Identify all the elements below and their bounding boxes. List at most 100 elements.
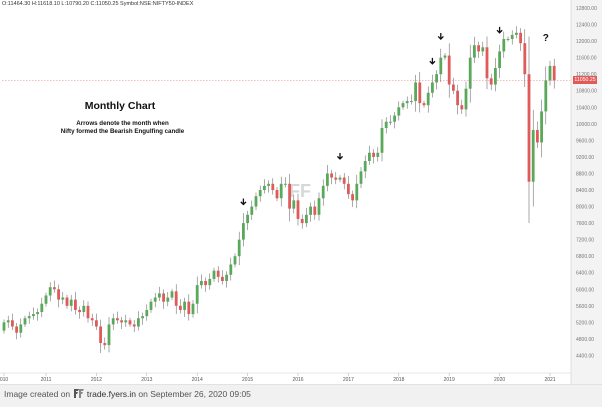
candle-body <box>363 161 367 172</box>
candle-body <box>376 152 380 157</box>
candle-body <box>179 305 182 310</box>
candle-body <box>447 55 451 85</box>
candle-body <box>506 39 510 41</box>
candle-body <box>485 47 489 79</box>
fyers-logo-icon <box>73 389 84 398</box>
candle-body <box>170 291 174 298</box>
candle-body <box>321 185 325 199</box>
candle-body <box>397 107 401 116</box>
candle-body <box>229 264 233 275</box>
candle-body <box>317 198 321 215</box>
candle-body <box>2 322 6 331</box>
candle-body <box>426 92 430 106</box>
annotation-note-line2: Nifty formed the Bearish Engulfing candl… <box>60 127 185 135</box>
candle-body <box>15 326 18 333</box>
candle-body <box>300 218 304 224</box>
footer-brand[interactable]: trade.fyers.in <box>86 389 137 399</box>
candle-body <box>258 190 262 197</box>
annotation-note: Arrows denote the month when Nifty forme… <box>40 120 205 136</box>
y-tick-label: 12800.00 <box>576 6 597 12</box>
candle-body <box>162 293 165 302</box>
candle-body <box>527 74 531 182</box>
candle-body <box>242 223 245 240</box>
candle-body <box>405 101 409 104</box>
y-tick-label: 8800.00 <box>576 171 594 177</box>
candle-body <box>418 82 422 104</box>
candle-body <box>548 65 552 81</box>
candle-body <box>460 105 464 110</box>
candle-body <box>216 270 220 277</box>
bearish-engulfing-arrow-icon <box>437 33 444 40</box>
candle-body <box>359 171 363 184</box>
candle-body <box>225 274 228 281</box>
x-tick-label: 2017 <box>343 377 354 383</box>
candle-body <box>422 103 426 106</box>
candle-body <box>384 121 388 128</box>
y-tick-label: 6400.00 <box>576 271 594 277</box>
y-tick-label: 12400.00 <box>576 23 597 29</box>
y-tick-label: 11600.00 <box>576 56 597 62</box>
candle-body <box>452 84 455 91</box>
candle-body <box>389 121 392 123</box>
y-tick-label: 6000.00 <box>576 287 594 293</box>
candle-body <box>410 101 413 103</box>
candle-body <box>141 316 144 319</box>
annotation-title: Monthly Chart <box>84 100 156 112</box>
candle-body <box>347 183 350 195</box>
candle-body <box>78 309 81 313</box>
candle-body <box>279 183 283 199</box>
candle-body <box>464 88 468 110</box>
candle-body <box>233 256 237 265</box>
candle-body <box>498 51 501 68</box>
candle-body <box>128 320 132 325</box>
candle-body <box>53 287 56 290</box>
candle-body <box>305 214 308 224</box>
candle-body <box>477 45 480 52</box>
y-tick-label: 9200.00 <box>576 155 594 161</box>
candle-body <box>334 177 338 180</box>
candle-body <box>111 318 115 325</box>
candle-body <box>284 183 287 185</box>
candle-body <box>309 206 312 215</box>
candle-body <box>296 200 300 219</box>
candle-body <box>519 32 522 44</box>
candle-body <box>204 281 207 286</box>
candle-body <box>552 65 556 81</box>
bearish-engulfing-arrow-icon <box>336 152 344 160</box>
candle-body <box>275 190 279 199</box>
y-tick-label: 9600.00 <box>576 138 594 144</box>
footer-prefix: Image created on <box>4 389 71 399</box>
candle-body <box>288 183 291 209</box>
candle-body <box>124 320 128 323</box>
x-tick-label: 2014 <box>192 377 203 383</box>
y-tick-label: 4400.00 <box>576 353 594 359</box>
y-tick-label: 7200.00 <box>576 238 594 244</box>
candle-body <box>254 196 258 207</box>
candle-body <box>195 285 199 304</box>
candle-body <box>36 312 39 315</box>
candle-body <box>69 299 73 306</box>
candle-body <box>263 185 266 190</box>
candle-body <box>116 318 119 321</box>
y-tick-label: 4800.00 <box>576 337 594 343</box>
y-tick-label: 8000.00 <box>576 205 594 211</box>
candle-body <box>468 57 472 89</box>
candle-body <box>166 297 170 302</box>
candle-body <box>23 318 27 325</box>
candle-body <box>74 299 77 310</box>
candle-body <box>237 239 241 257</box>
candle-body <box>183 301 186 310</box>
y-tick-label: 5200.00 <box>576 320 594 326</box>
candle-body <box>536 130 539 143</box>
candle-body <box>48 287 52 296</box>
candle-body <box>174 291 178 306</box>
candle-body <box>439 57 443 75</box>
footer-text: Image created on trade.fyers.in on Septe… <box>4 389 251 399</box>
candle-body <box>330 173 333 178</box>
candle-body <box>271 183 275 190</box>
candle-body <box>393 115 396 122</box>
candle-body <box>401 103 405 108</box>
candle-body <box>531 130 535 182</box>
y-tick-label: 11200.00 <box>576 72 597 78</box>
